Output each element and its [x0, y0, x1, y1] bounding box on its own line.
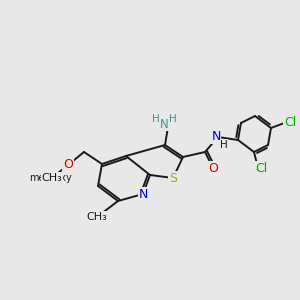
Text: S: S — [169, 172, 177, 184]
Text: N: N — [211, 130, 221, 143]
Text: Cl: Cl — [255, 161, 267, 175]
Text: H: H — [169, 114, 177, 124]
Text: H: H — [152, 114, 160, 124]
Text: Cl: Cl — [284, 116, 296, 128]
Text: N: N — [138, 188, 148, 200]
Text: N: N — [160, 118, 168, 130]
Text: methoxy: methoxy — [28, 173, 71, 183]
Text: CH₃: CH₃ — [87, 212, 107, 222]
Text: O: O — [208, 161, 218, 175]
Text: O: O — [63, 158, 73, 172]
Text: H: H — [220, 140, 228, 150]
Text: CH₃: CH₃ — [42, 173, 62, 183]
